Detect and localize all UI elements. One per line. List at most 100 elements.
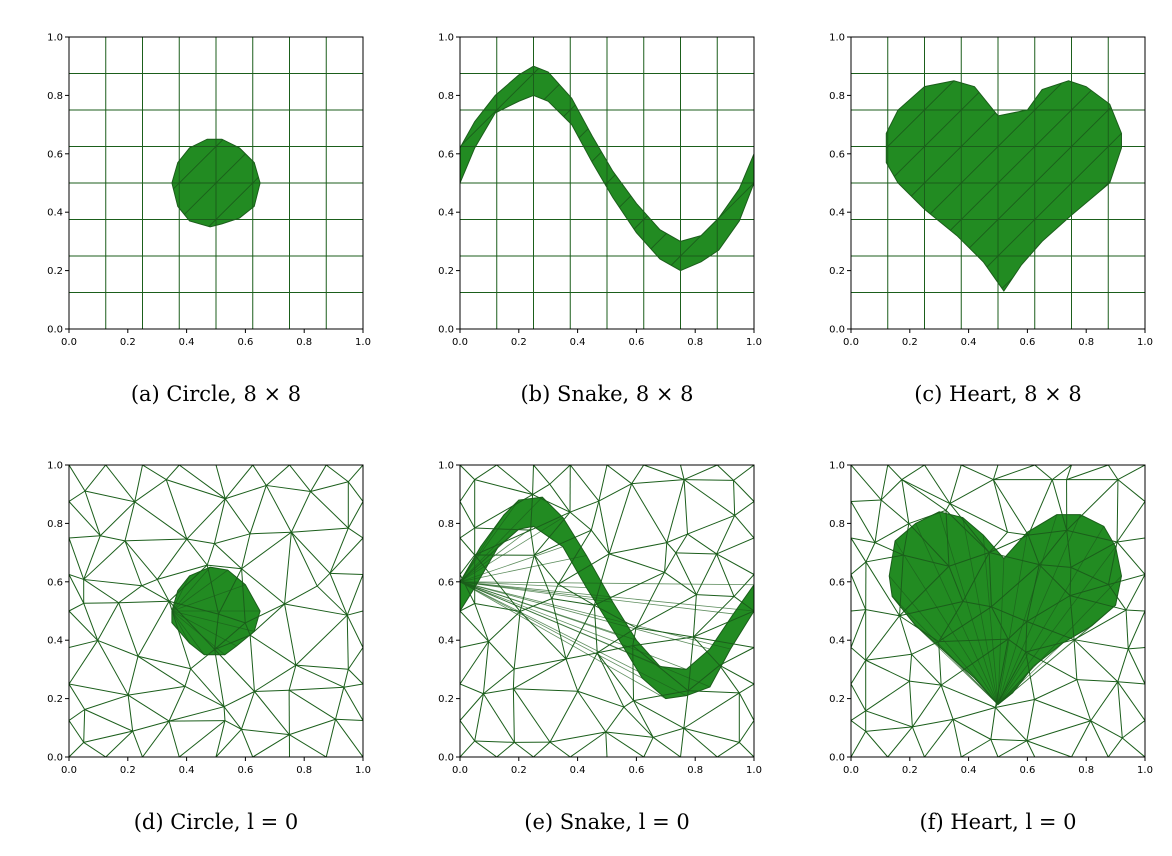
region-edge <box>460 496 543 583</box>
mesh-edge <box>186 538 208 566</box>
mesh-edge <box>533 554 559 585</box>
mesh-edge <box>948 566 964 602</box>
mesh-edge <box>329 572 363 575</box>
x-tick-label: 1.0 <box>746 765 762 776</box>
mesh-edge <box>865 609 900 617</box>
snake-region <box>460 496 754 700</box>
mesh-edge <box>733 596 754 612</box>
mesh-edge <box>69 537 85 580</box>
mesh-edge <box>865 554 904 563</box>
mesh-edge <box>474 693 484 742</box>
region-edge <box>938 511 999 705</box>
mesh-edge <box>623 706 654 738</box>
mesh-edge <box>865 542 876 563</box>
mesh-edge <box>1051 479 1068 531</box>
mesh-edge <box>532 465 534 495</box>
diagonal-line <box>0 37 69 329</box>
mesh-edge <box>241 531 292 570</box>
mesh-edge <box>474 603 490 642</box>
mesh-edge <box>988 552 992 607</box>
mesh-edge <box>1069 584 1109 597</box>
mesh-edge <box>190 649 215 670</box>
mesh-edge <box>1076 679 1092 721</box>
x-tick-label: 0.4 <box>961 337 977 348</box>
mesh-edge <box>683 465 718 481</box>
y-tick-label: 0.6 <box>438 149 454 160</box>
mesh-edge <box>632 627 637 646</box>
x-tick-label: 0.0 <box>843 337 859 348</box>
mesh-edge <box>1117 479 1145 502</box>
mesh-edge <box>631 465 645 484</box>
mesh-edge <box>1034 699 1091 722</box>
region-edge <box>171 566 211 612</box>
mesh-edge <box>84 465 107 492</box>
mesh-edge <box>474 527 531 531</box>
y-tick-label: 1.0 <box>47 33 63 44</box>
mesh-edge <box>851 609 866 612</box>
x-tick-label: 0.4 <box>570 337 586 348</box>
mesh-edge <box>482 693 515 743</box>
mesh-edge <box>908 523 950 567</box>
mesh-edge <box>683 479 735 516</box>
y-tick-label: 0.4 <box>47 636 63 647</box>
x-tick-label: 0.8 <box>687 337 703 348</box>
mesh-edge <box>474 740 515 743</box>
mesh-edge <box>132 720 170 732</box>
x-tick-label: 0.0 <box>61 765 77 776</box>
mesh-edge <box>635 572 665 628</box>
mesh-edge <box>291 527 349 533</box>
mesh-edge <box>168 686 186 722</box>
mesh-edge <box>215 720 226 757</box>
mesh-edge <box>165 465 180 480</box>
region-edge <box>997 625 1093 705</box>
mesh-edge <box>887 726 913 757</box>
mesh-edge <box>565 652 598 660</box>
mesh-edge <box>633 700 685 729</box>
mesh-edge <box>218 568 243 615</box>
mesh-edge <box>924 465 951 504</box>
region-edge <box>460 546 499 583</box>
mesh-edge <box>551 598 595 606</box>
mesh-edge <box>97 640 129 696</box>
mesh-edge <box>532 483 551 495</box>
mesh-edge <box>224 498 251 535</box>
mesh-edge <box>118 602 139 657</box>
mesh-edge <box>127 694 170 722</box>
mesh-edge <box>569 500 600 513</box>
y-tick-label: 0.2 <box>438 694 454 705</box>
mesh-edge <box>1117 465 1145 481</box>
mesh-edge <box>865 710 913 728</box>
mesh-edge <box>569 511 592 531</box>
mesh-edge <box>265 465 290 486</box>
x-tick-label: 0.0 <box>452 337 468 348</box>
mesh-edge <box>549 483 571 513</box>
mesh-edge <box>513 688 578 692</box>
mesh-edge <box>224 465 254 500</box>
mesh-edge <box>865 615 900 661</box>
mesh-edge <box>284 603 297 666</box>
mesh-edge <box>224 720 242 730</box>
x-tick-label: 0.8 <box>1078 765 1094 776</box>
mesh-edge <box>1038 564 1071 596</box>
region-edge <box>982 535 999 705</box>
mesh-edge <box>1069 567 1072 596</box>
mesh-edge <box>156 579 170 602</box>
panel-caption: (b) Snake, 8 × 8 <box>520 382 693 406</box>
mesh-edge <box>734 515 754 539</box>
mesh-edge <box>254 691 290 735</box>
y-tick-label: 0.8 <box>47 519 63 530</box>
mesh-edge <box>288 665 297 691</box>
mesh-edge <box>1066 479 1119 531</box>
mesh-edge <box>716 537 754 555</box>
y-tick-label: 0.6 <box>438 577 454 588</box>
mesh-edge <box>739 683 754 694</box>
mesh-edge <box>316 572 331 587</box>
mesh-edge <box>127 695 134 732</box>
mesh-edge <box>1127 610 1145 650</box>
mesh-edge <box>266 484 311 492</box>
mesh-edge <box>734 501 754 516</box>
region-edge <box>997 642 1063 705</box>
mesh-edge <box>577 690 625 708</box>
mesh-edge <box>1025 651 1035 700</box>
y-tick-label: 0.4 <box>47 208 63 219</box>
